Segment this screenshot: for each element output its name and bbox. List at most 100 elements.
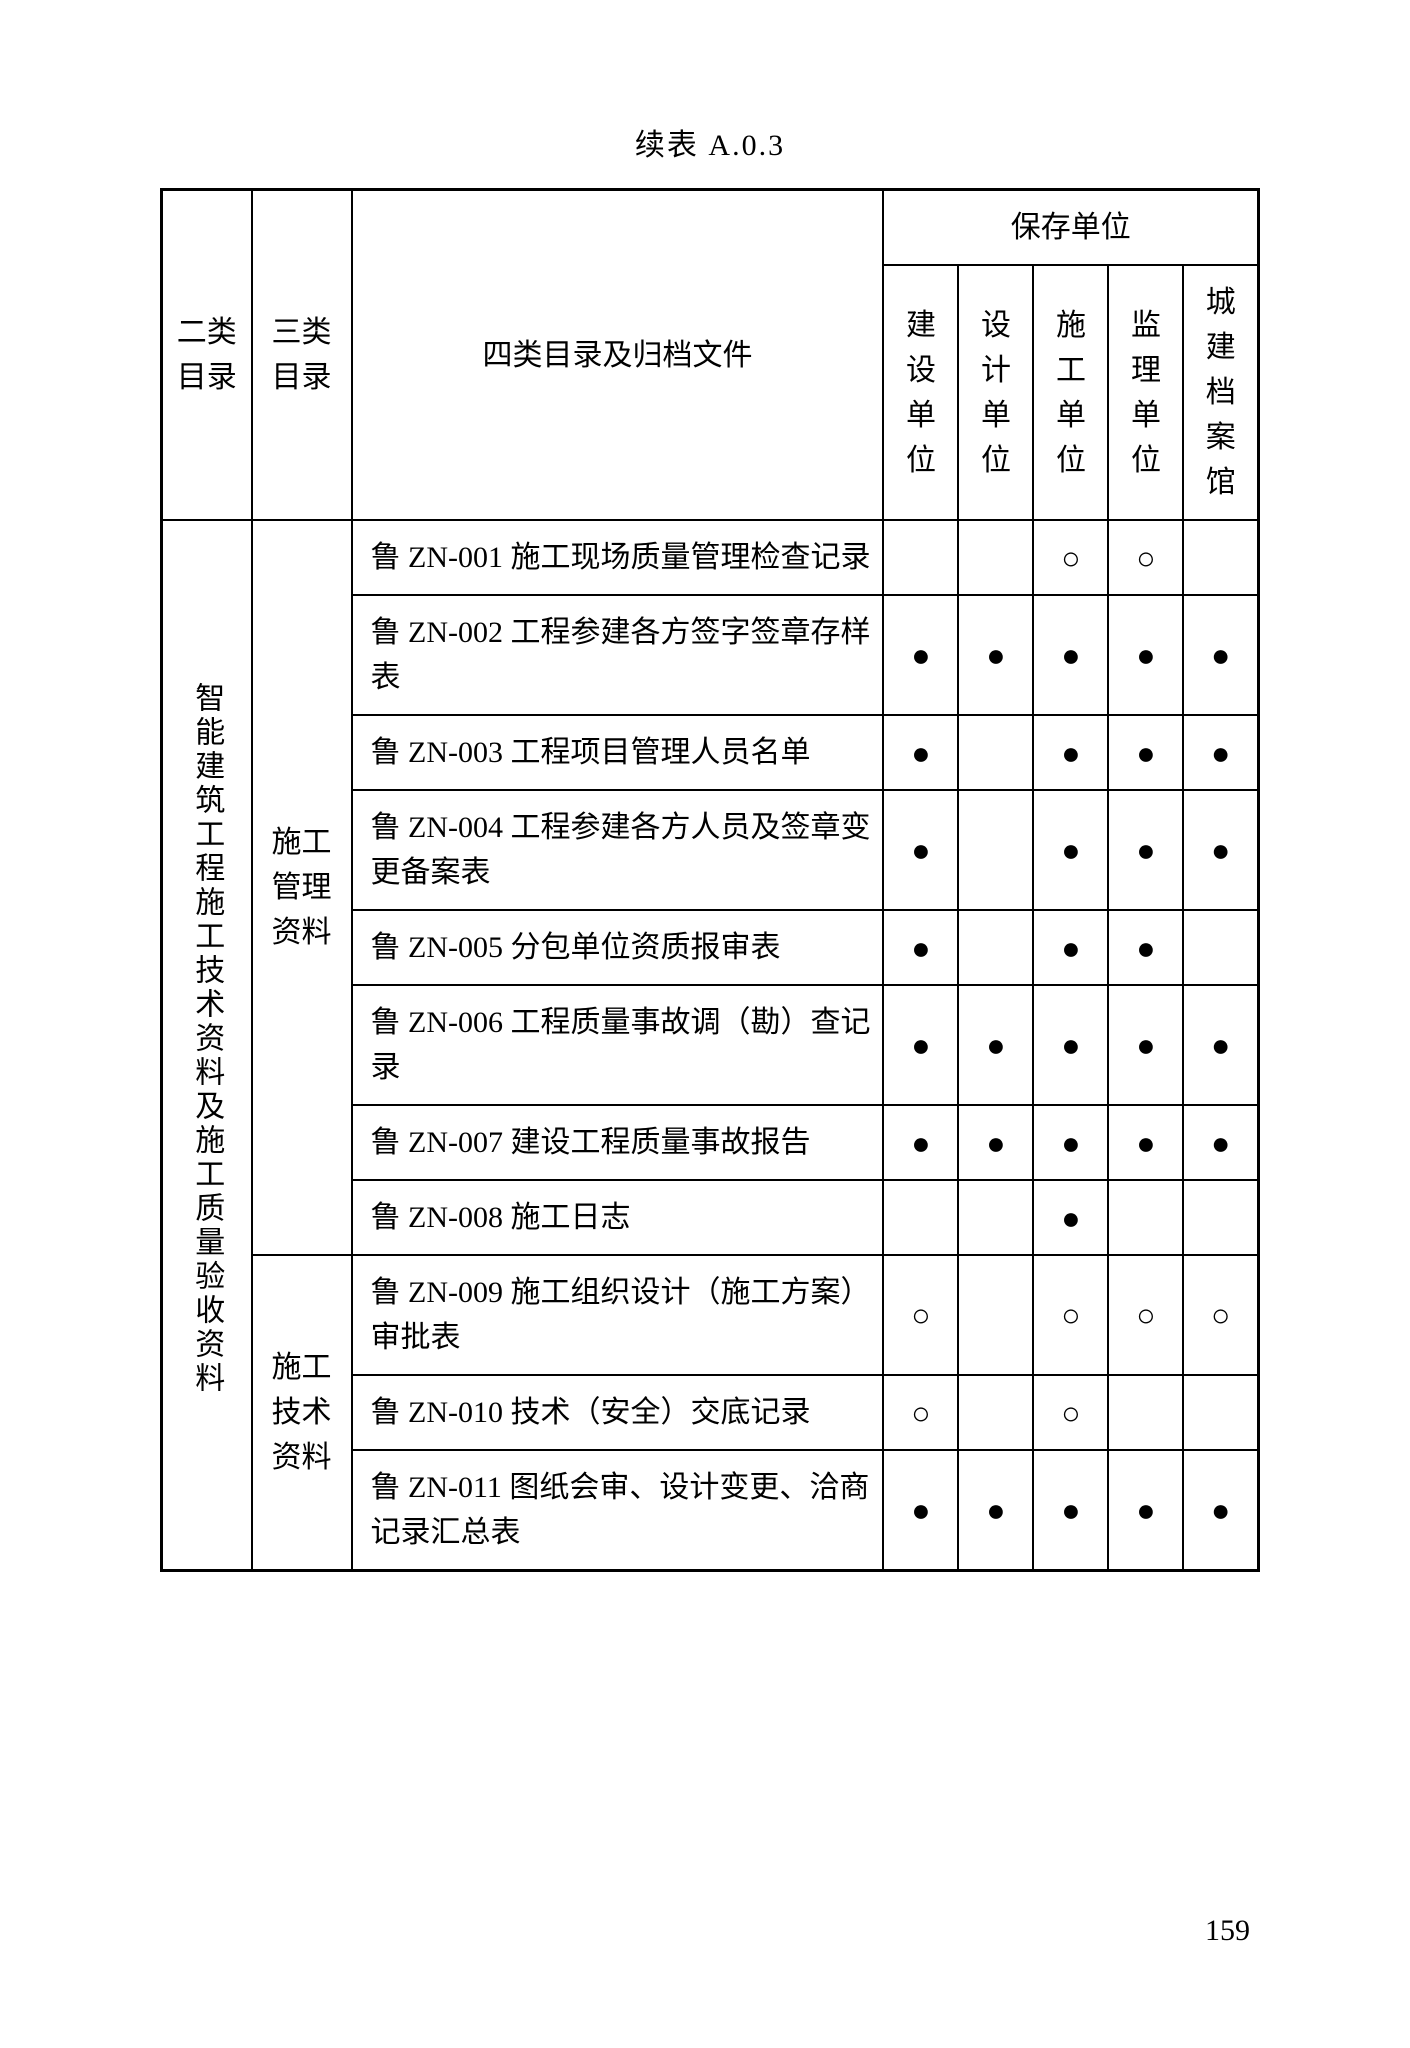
th-cat3-label: 三类目录 (272, 316, 332, 394)
mark-cell: ○ (1033, 1375, 1108, 1450)
g2-l1: 施工 (261, 1345, 343, 1390)
doc-cell: 鲁 ZN-010 技术（安全）交底记录 (352, 1375, 884, 1450)
mark-cell: ● (1033, 790, 1108, 910)
mark-cell: ● (1033, 1180, 1108, 1255)
th-unit-2-l1: 设计 (967, 303, 1024, 393)
mark-cell: ● (883, 1105, 958, 1180)
mark-cell: ○ (883, 1255, 958, 1375)
mark-cell: ● (1033, 985, 1108, 1105)
table-row: 智能建筑工程施工技术资料及施工质量验收资料 施工 管理 资料 鲁 ZN-001 … (162, 520, 1259, 595)
th-unit-5-l3: 馆 (1192, 460, 1249, 505)
g1-l3: 资料 (261, 910, 343, 955)
mark-cell (883, 520, 958, 595)
mark-cell: ● (1183, 1450, 1258, 1571)
mark-cell: ● (958, 595, 1033, 715)
mark-cell: ● (1108, 910, 1183, 985)
doc-cell: 鲁 ZN-009 施工组织设计（施工方案）审批表 (352, 1255, 884, 1375)
mark-cell: ● (1183, 985, 1258, 1105)
th-storage-group: 保存单位 (883, 190, 1258, 266)
mark-cell: ● (1183, 595, 1258, 715)
th-unit-5-l2: 档案 (1192, 370, 1249, 460)
mark-cell: ○ (1033, 1255, 1108, 1375)
mark-cell: ● (883, 790, 958, 910)
table-caption: 续表 A.0.3 (160, 120, 1260, 164)
g2-l3: 资料 (261, 1435, 343, 1480)
th-unit-2-l2: 单位 (967, 393, 1024, 483)
th-unit-1: 建设 单位 (883, 265, 958, 520)
mark-cell: ● (1108, 985, 1183, 1105)
cat2-label: 智能建筑工程施工技术资料及施工质量验收资料 (184, 682, 229, 1396)
mark-cell (1183, 910, 1258, 985)
mark-cell (958, 520, 1033, 595)
doc-cell: 鲁 ZN-007 建设工程质量事故报告 (352, 1105, 884, 1180)
doc-cell: 鲁 ZN-008 施工日志 (352, 1180, 884, 1255)
th-unit-1-l2: 单位 (892, 393, 949, 483)
th-unit-4: 监理 单位 (1108, 265, 1183, 520)
mark-cell: ○ (1108, 520, 1183, 595)
doc-cell: 鲁 ZN-003 工程项目管理人员名单 (352, 715, 884, 790)
cat3-cell-g1: 施工 管理 资料 (252, 520, 352, 1255)
mark-cell: ● (958, 985, 1033, 1105)
th-doc-label: 四类目录及归档文件 (482, 339, 752, 372)
mark-cell: ● (1183, 715, 1258, 790)
mark-cell: ● (1033, 715, 1108, 790)
mark-cell: ● (883, 910, 958, 985)
th-unit-4-l1: 监理 (1117, 303, 1174, 393)
mark-cell: ● (1033, 1105, 1108, 1180)
g1-l2: 管理 (261, 865, 343, 910)
mark-cell: ○ (1108, 1255, 1183, 1375)
mark-cell: ○ (1033, 520, 1108, 595)
doc-cell: 鲁 ZN-002 工程参建各方签字签章存样表 (352, 595, 884, 715)
mark-cell: ● (1033, 910, 1108, 985)
th-cat2: 二类目录 (162, 190, 252, 521)
mark-cell: ● (1183, 790, 1258, 910)
g1-l1: 施工 (261, 820, 343, 865)
mark-cell: ○ (1183, 1255, 1258, 1375)
mark-cell (1108, 1375, 1183, 1450)
doc-cell: 鲁 ZN-001 施工现场质量管理检查记录 (352, 520, 884, 595)
doc-cell: 鲁 ZN-004 工程参建各方人员及签章变更备案表 (352, 790, 884, 910)
mark-cell: ● (958, 1450, 1033, 1571)
th-unit-1-l1: 建设 (892, 303, 949, 393)
th-unit-3-l1: 施工 (1042, 303, 1099, 393)
mark-cell: ● (883, 595, 958, 715)
mark-cell (958, 1255, 1033, 1375)
mark-cell (883, 1180, 958, 1255)
header-row-1: 二类目录 三类目录 四类目录及归档文件 保存单位 (162, 190, 1259, 266)
th-unit-3-l2: 单位 (1042, 393, 1099, 483)
mark-cell: ● (1033, 595, 1108, 715)
mark-cell: ● (1108, 1450, 1183, 1571)
th-unit-5: 城建 档案 馆 (1183, 265, 1258, 520)
mark-cell (958, 910, 1033, 985)
mark-cell: ● (883, 985, 958, 1105)
mark-cell (1183, 1180, 1258, 1255)
mark-cell (1108, 1180, 1183, 1255)
mark-cell (958, 790, 1033, 910)
th-cat2-label: 二类目录 (177, 316, 237, 394)
table-row: 施工 技术 资料 鲁 ZN-009 施工组织设计（施工方案）审批表 ○ ○ ○ … (162, 1255, 1259, 1375)
th-unit-3: 施工 单位 (1033, 265, 1108, 520)
archive-table: 二类目录 三类目录 四类目录及归档文件 保存单位 建设 单位 设计 单位 施工 … (160, 188, 1260, 1572)
th-unit-4-l2: 单位 (1117, 393, 1174, 483)
doc-cell: 鲁 ZN-011 图纸会审、设计变更、洽商记录汇总表 (352, 1450, 884, 1571)
mark-cell (958, 1180, 1033, 1255)
g2-l2: 技术 (261, 1390, 343, 1435)
page-number: 159 (1205, 1914, 1250, 1948)
th-unit-5-l1: 城建 (1192, 280, 1249, 370)
mark-cell: ● (883, 1450, 958, 1571)
mark-cell (1183, 1375, 1258, 1450)
mark-cell: ○ (883, 1375, 958, 1450)
cat3-cell-g2: 施工 技术 资料 (252, 1255, 352, 1571)
doc-cell: 鲁 ZN-005 分包单位资质报审表 (352, 910, 884, 985)
mark-cell (958, 1375, 1033, 1450)
mark-cell: ● (1108, 715, 1183, 790)
cat2-cell: 智能建筑工程施工技术资料及施工质量验收资料 (162, 520, 252, 1571)
th-doc: 四类目录及归档文件 (352, 190, 884, 521)
mark-cell: ● (883, 715, 958, 790)
mark-cell: ● (1033, 1450, 1108, 1571)
doc-cell: 鲁 ZN-006 工程质量事故调（勘）查记录 (352, 985, 884, 1105)
mark-cell (1183, 520, 1258, 595)
mark-cell: ● (1108, 1105, 1183, 1180)
mark-cell: ● (1108, 595, 1183, 715)
mark-cell (958, 715, 1033, 790)
